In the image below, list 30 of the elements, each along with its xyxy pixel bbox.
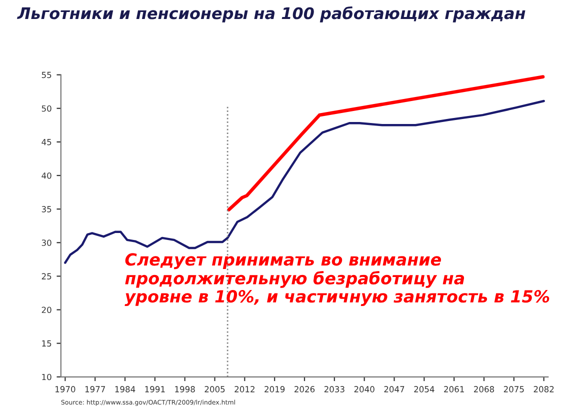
x-tick-label: 2061 [444, 386, 464, 392]
y-tick-label: 35 [42, 206, 52, 212]
x-tick-label: 2075 [504, 386, 524, 392]
x-tick-label: 2005 [204, 386, 225, 392]
x-tick-label: 1970 [55, 386, 76, 392]
y-tick-label: 10 [42, 374, 52, 380]
y-tick-label: 45 [42, 139, 52, 146]
line-series [227, 75, 545, 212]
x-tick-label: 1998 [175, 386, 195, 392]
x-tick-label: 2047 [384, 386, 404, 392]
x-tick-label: 2019 [264, 386, 285, 392]
y-tick-label: 40 [42, 172, 52, 179]
y-tick-label: 25 [42, 273, 52, 280]
x-tick-label: 2082 [534, 386, 554, 392]
y-tick-label: 50 [42, 105, 52, 112]
x-tick-label: 2012 [234, 386, 254, 392]
y-tick-label: 30 [42, 240, 52, 246]
y-tick-label: 15 [42, 340, 52, 347]
x-tick-label: 1977 [85, 386, 105, 392]
x-tick-label: 2033 [324, 386, 344, 392]
annotation: Следует принимать во внимание продолжительную безработицу на уровне в 10%, и частичную занятость в 15% [124, 253, 550, 306]
x-tick-label: 2054 [414, 386, 434, 392]
y-tick-label: 20 [42, 306, 52, 314]
x-tick-label: 2040 [354, 386, 374, 392]
y-tick-label: 55 [42, 72, 52, 78]
x-tick-label: 1984 [115, 386, 136, 392]
x-tick-label: 2026 [294, 386, 315, 392]
x-tick-label: 2068 [474, 386, 494, 392]
chart-title: Льготники и пенсионеры на 100 работающих граждан [17, 6, 526, 22]
x-tick-label: 1991 [145, 386, 165, 392]
